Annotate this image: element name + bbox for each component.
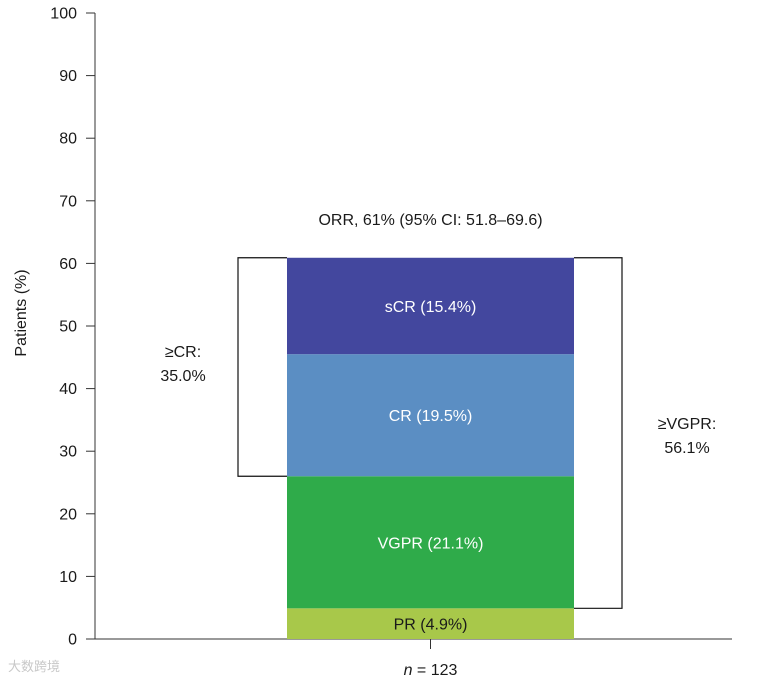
- bar-segment-cr: [287, 354, 574, 477]
- brackets: ≥CR: 35.0% ≥VGPR: 56.1%: [160, 257, 717, 609]
- vgpr-label-line: ≥VGPR:: [658, 416, 717, 433]
- bar-segments: PR (4.9%) VGPR (21.1%) CR (19.5%) sCR (15.4…: [287, 257, 574, 639]
- bar-label-pr: PR (4.9%): [394, 617, 468, 634]
- cr-bracket: [237, 257, 287, 477]
- cr-label-line: 35.0%: [160, 368, 205, 385]
- vgpr-bracket: [574, 257, 623, 609]
- x-axis: [95, 638, 732, 649]
- bar-segment-scr: [287, 257, 574, 355]
- watermark-text: 大数跨境: [8, 659, 61, 674]
- y-axis: 0 10 20 30 40 50 60 70 80 90 100: [50, 6, 96, 649]
- y-tick-label: 50: [59, 319, 77, 336]
- x-category-n: n: [404, 662, 413, 679]
- x-category-label: n = 123: [404, 662, 458, 679]
- y-axis-label: Patients (%): [13, 269, 30, 356]
- orr-annotation: ORR, 61% (95% CI: 51.8–69.6): [318, 212, 542, 229]
- y-tick-label: 60: [59, 256, 77, 273]
- x-category-count: = 123: [412, 662, 457, 679]
- bar-label-scr: sCR (15.4%): [385, 299, 477, 316]
- bar-label-cr: CR (19.5%): [389, 408, 473, 425]
- y-tick-label: 90: [59, 68, 77, 85]
- y-tick-label: 40: [59, 381, 77, 398]
- y-tick-label: 0: [68, 632, 77, 649]
- vgpr-label-line: 56.1%: [664, 440, 709, 457]
- bar-label-vgpr: VGPR (21.1%): [378, 535, 484, 552]
- y-tick-label: 20: [59, 506, 77, 523]
- bar-segment-pr: [287, 608, 574, 639]
- bar-segment-vgpr: [287, 476, 574, 609]
- y-tick-label: 30: [59, 444, 77, 461]
- y-tick-label: 70: [59, 193, 77, 210]
- y-tick-label: 100: [50, 6, 77, 23]
- cr-label-line: ≥CR:: [165, 344, 201, 361]
- y-tick-label: 80: [59, 131, 77, 148]
- y-tick-label: 10: [59, 569, 77, 586]
